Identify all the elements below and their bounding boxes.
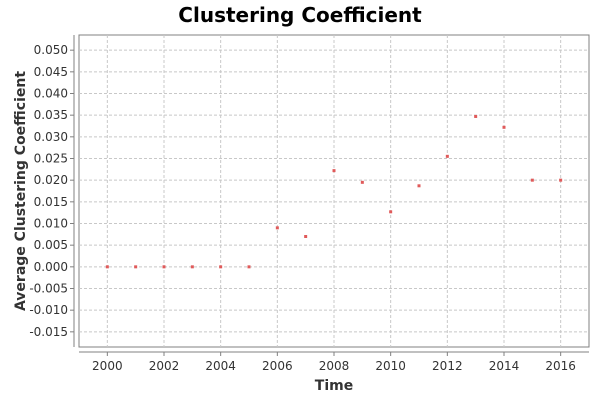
x-ticks: 2000 2002 2004 2006 2008 2010 2012 2014 2016 (92, 352, 576, 373)
data-point (474, 114, 478, 118)
data-point (559, 178, 563, 182)
data-point (360, 180, 364, 184)
data-point (389, 210, 393, 214)
data-point (275, 226, 279, 230)
x-tick-label: 2016 (545, 359, 576, 373)
data-point (530, 178, 534, 182)
y-tick-label: -0.015 (29, 325, 68, 339)
data-point (190, 265, 194, 269)
x-tick-label: 2002 (149, 359, 180, 373)
y-tick-label: 0.040 (34, 87, 68, 101)
y-tick-label: 0.035 (34, 108, 68, 122)
x-tick-label: 2000 (92, 359, 123, 373)
data-point (502, 125, 506, 129)
y-tick-label: -0.005 (29, 282, 68, 296)
y-tick-label: -0.010 (29, 303, 68, 317)
x-tick-label: 2014 (489, 359, 520, 373)
y-tick-label: 0.000 (34, 260, 68, 274)
data-point (162, 265, 166, 269)
data-point (332, 169, 336, 173)
y-tick-label: 0.030 (34, 130, 68, 144)
x-tick-label: 2006 (262, 359, 293, 373)
grid (79, 35, 589, 347)
y-tick-label: 0.015 (34, 195, 68, 209)
x-axis-label: Time (315, 378, 353, 394)
data-point (134, 265, 138, 269)
data-point (304, 235, 308, 238)
y-tick-label: 0.010 (34, 217, 68, 231)
data-point (219, 265, 223, 269)
y-tick-label: 0.050 (34, 43, 68, 57)
x-tick-label: 2008 (319, 359, 350, 373)
data-point (445, 154, 449, 158)
y-tick-label: 0.045 (34, 65, 68, 79)
data-point (417, 184, 421, 188)
data-point (247, 265, 251, 269)
y-tick-label: 0.005 (34, 238, 68, 252)
data-point (105, 265, 109, 269)
y-tick-label: 0.020 (34, 173, 68, 187)
y-axis-label: Average Clustering Coefficient (13, 71, 29, 311)
x-tick-label: 2010 (375, 359, 406, 373)
y-ticks: -0.015 -0.010 -0.005 0.000 0.005 0.010 0.015 0.… (29, 43, 74, 339)
x-tick-label: 2012 (432, 359, 463, 373)
y-tick-label: 0.025 (34, 152, 68, 166)
data-points (105, 114, 563, 269)
chart-title: Clustering Coefficient (178, 3, 422, 27)
x-tick-label: 2004 (205, 359, 236, 373)
